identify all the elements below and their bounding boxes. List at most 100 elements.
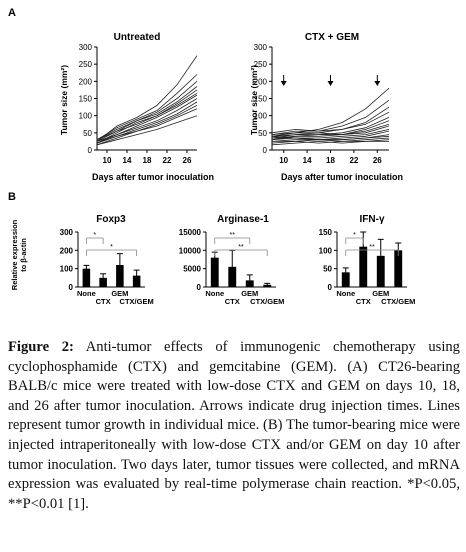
y-axis-label-line-2: to β-actin (19, 238, 28, 272)
x-tick-label: 10 (103, 156, 112, 165)
bar (82, 268, 91, 287)
y-tick-label: 150 (79, 95, 93, 104)
y-axis-label: Tumor size (mm²) (59, 65, 69, 135)
y-tick-label: 150 (254, 95, 268, 104)
y-tick-label: 10000 (179, 246, 202, 255)
bar-chart-arginase-1: Arginase-1 0 5000 10000 15000 NoneCTXGEMCTX/… (179, 214, 285, 306)
category-label: CTX (356, 297, 371, 306)
caption-label: Figure 2: (8, 339, 74, 355)
category-label: CTX (225, 297, 240, 306)
y-tick-label: 300 (79, 43, 93, 52)
x-tick-label: 22 (163, 156, 172, 165)
y-tick-label: 300 (254, 43, 268, 52)
y-tick-label: 50 (323, 265, 332, 274)
series-line (271, 130, 390, 142)
category-label: GEM (372, 289, 389, 298)
figure-panels: A B Untreated Tumor size (mm²) 050100150… (8, 7, 416, 306)
series-line (96, 115, 198, 146)
panel-a-letter: A (8, 7, 16, 19)
chart-title: Untreated (114, 32, 161, 43)
y-tick-label: 300 (60, 228, 74, 237)
y-tick-label: 0 (197, 283, 202, 292)
y-axis-label-line-1: Relative expression (10, 219, 19, 290)
category-label: CTX/GEM (381, 297, 415, 306)
x-axis-label-panel-a-2: Days after tumor inoculation (281, 172, 403, 182)
bar (99, 277, 107, 287)
y-tick-label: 100 (319, 246, 333, 255)
y-tick-label: 100 (79, 112, 93, 121)
series-line (96, 108, 198, 144)
x-tick-label: 26 (373, 156, 382, 165)
category-label: CTX/GEM (250, 297, 284, 306)
panel-b-letter: B (8, 191, 16, 203)
x-tick-label: 18 (326, 156, 335, 165)
category-label: None (336, 289, 355, 298)
significance-label: * (353, 232, 356, 239)
series-line (271, 140, 389, 146)
series-line (96, 80, 198, 141)
bar (263, 284, 272, 287)
bar (228, 266, 237, 287)
significance-label: ** (230, 232, 236, 239)
bar (376, 255, 385, 287)
chart-title: IFN-γ (360, 214, 385, 225)
x-tick-label: 18 (143, 156, 152, 165)
bar (245, 280, 254, 287)
y-axis-label-panel-b: Relative expression to β-actin (10, 219, 28, 290)
x-tick-label: 14 (303, 156, 312, 165)
bar (116, 265, 124, 287)
y-tick-label: 50 (83, 129, 92, 138)
chart-title: Arginase-1 (217, 214, 269, 225)
y-tick-label: 0 (69, 283, 74, 292)
series-line (271, 125, 390, 136)
category-label: None (205, 289, 224, 298)
significance-label: * (110, 244, 113, 251)
series-line (96, 98, 198, 142)
series-line (271, 99, 390, 135)
series-line (271, 111, 390, 134)
y-tick-label: 250 (79, 60, 93, 69)
category-label: None (77, 289, 96, 298)
y-tick-label: 0 (88, 146, 93, 155)
injection-arrowhead (327, 81, 334, 86)
y-tick-label: 15000 (179, 228, 202, 237)
y-tick-label: 150 (319, 228, 333, 237)
category-label: GEM (111, 289, 128, 298)
bar (210, 257, 219, 287)
category-label: CTX (96, 297, 111, 306)
significance-label: * (93, 232, 96, 239)
injection-arrowhead (374, 81, 381, 86)
chart-title: CTX + GEM (305, 32, 359, 43)
y-tick-label: 5000 (183, 265, 201, 274)
series-line (96, 92, 198, 141)
caption-text: Anti-tumor effects of immunogenic chemot… (8, 339, 460, 512)
significance-label: ** (238, 244, 244, 251)
injection-arrowhead (280, 81, 287, 86)
figure-caption: Figure 2: Anti-tumor effects of immunoge… (8, 338, 460, 514)
category-label: GEM (241, 289, 258, 298)
category-label: CTX/GEM (120, 297, 154, 306)
y-tick-label: 0 (328, 283, 333, 292)
x-tick-label: 22 (349, 156, 358, 165)
x-tick-label: 26 (183, 156, 192, 165)
chart-title: Foxp3 (96, 214, 126, 225)
bar (359, 246, 368, 287)
series-line (271, 135, 390, 142)
y-tick-label: 100 (254, 112, 268, 121)
series-line (96, 89, 198, 144)
y-tick-label: 200 (60, 246, 74, 255)
y-axis-label: Tumor size (mm²) (249, 65, 259, 135)
x-axis-label-panel-a: Days after tumor inoculation (92, 172, 214, 182)
y-tick-label: 0 (263, 146, 268, 155)
significance-label: ** (369, 244, 375, 251)
bar (132, 275, 141, 287)
bar (394, 250, 403, 287)
series-line (96, 105, 198, 146)
y-tick-label: 50 (258, 129, 267, 138)
y-tick-label: 100 (60, 265, 74, 274)
line-chart-ctx-gem: CTX + GEM Tumor size (mm²) 0 50 100 150 200 2… (249, 32, 390, 165)
series-line (96, 55, 198, 142)
series-line (271, 123, 390, 139)
y-tick-label: 200 (79, 77, 93, 86)
